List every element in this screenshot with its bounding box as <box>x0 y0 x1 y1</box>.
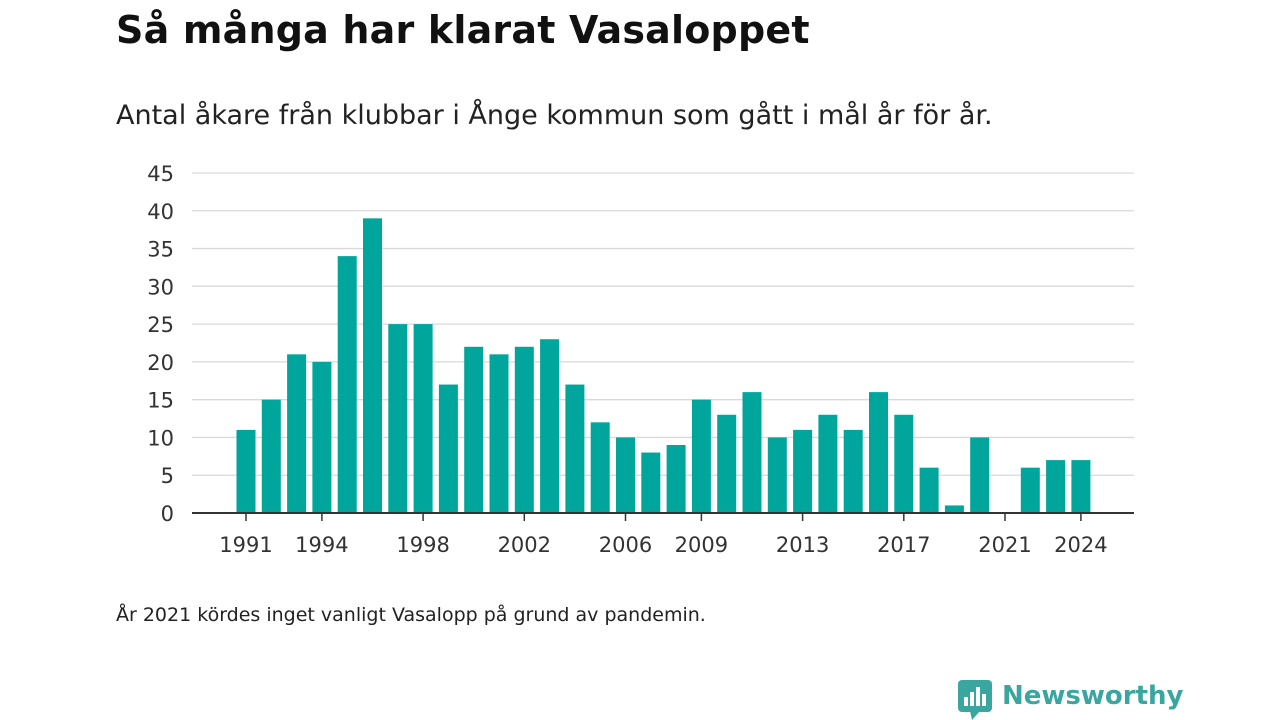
bar-2023 <box>1046 460 1066 513</box>
x-tick-label: 2021 <box>978 533 1031 557</box>
y-tick-label: 5 <box>161 464 174 488</box>
brand-name: Newsworthy <box>1002 681 1184 711</box>
bar-2011 <box>742 392 762 513</box>
bar-2015 <box>843 429 863 513</box>
y-tick-label: 35 <box>147 238 174 262</box>
bar-1994 <box>312 361 332 513</box>
bar-1998 <box>413 324 433 513</box>
bar-2016 <box>869 392 888 513</box>
bar-2006 <box>616 437 635 513</box>
bar-1995 <box>337 256 357 513</box>
y-tick-label: 45 <box>147 162 174 186</box>
bar-1999 <box>438 384 458 513</box>
bar-2000 <box>464 346 484 513</box>
bars <box>236 218 1091 514</box>
chart-subtitle: Antal åkare från klubbar i Ånge kommun s… <box>116 100 993 131</box>
bar-1992 <box>261 399 281 513</box>
y-tick-label: 25 <box>147 313 174 337</box>
newsworthy-logo-icon <box>958 680 992 720</box>
chart-title: Så många har klarat Vasaloppet <box>116 8 810 52</box>
y-tick-label: 15 <box>147 389 174 413</box>
bar-2007 <box>641 452 661 513</box>
bar-2009 <box>691 399 711 513</box>
bar-2010 <box>717 414 737 513</box>
x-tick-label: 2017 <box>877 533 930 557</box>
bar-1993 <box>287 354 307 513</box>
footnote: År 2021 kördes inget vanligt Vasalopp på… <box>116 604 706 626</box>
x-tick-label: 2024 <box>1054 533 1107 557</box>
bar-1996 <box>363 218 382 514</box>
bar-2019 <box>944 505 964 513</box>
bar-1997 <box>388 324 408 513</box>
bar-2018 <box>919 467 939 513</box>
bar-2004 <box>565 384 585 513</box>
y-tick-label: 0 <box>161 502 174 526</box>
x-tick-label: 2013 <box>776 533 829 557</box>
bar-2005 <box>590 422 610 513</box>
x-tick-label: 1991 <box>219 533 272 557</box>
x-tick-label: 2006 <box>599 533 652 557</box>
bar-2008 <box>666 445 686 513</box>
bar-1991 <box>236 429 256 513</box>
bar-2001 <box>489 354 509 513</box>
bar-2013 <box>793 429 813 513</box>
brand-logo[interactable]: Newsworthy <box>958 680 1183 720</box>
bar-2017 <box>894 414 914 513</box>
bar-2022 <box>1020 467 1040 513</box>
y-tick-label: 30 <box>147 275 174 299</box>
y-tick-label: 20 <box>147 351 174 375</box>
bar-2024 <box>1071 460 1091 513</box>
x-tick-label: 2002 <box>498 533 551 557</box>
bar-2002 <box>514 346 534 513</box>
bar-chart: 0 5 10 15 20 25 30 35 40 45 1991 1994 1998 2002 2006 20… <box>147 162 1134 557</box>
axes: 0 5 10 15 20 25 30 35 40 45 1991 1994 1998 2002 2006 20… <box>147 162 1134 557</box>
bar-2020 <box>970 437 990 513</box>
x-tick-label: 1994 <box>295 533 348 557</box>
y-tick-label: 40 <box>147 200 174 224</box>
x-tick-label: 1998 <box>396 533 449 557</box>
bar-2003 <box>540 339 560 513</box>
bar-2014 <box>818 414 838 513</box>
gridlines <box>192 172 1134 476</box>
y-tick-label: 10 <box>147 426 174 450</box>
bar-2012 <box>767 437 787 513</box>
x-tick-label: 2009 <box>675 533 728 557</box>
